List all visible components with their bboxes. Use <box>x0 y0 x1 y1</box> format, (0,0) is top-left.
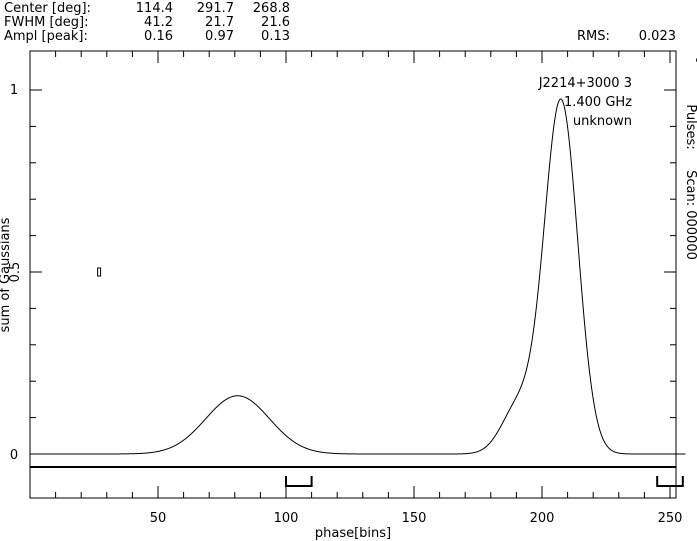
y-tick-label-1: 1 <box>10 83 18 98</box>
header-center-value-3: 268.8 <box>253 1 290 16</box>
status-label: unknown <box>573 114 632 129</box>
header-stats: Center [deg]: 114.4 291.7 268.8 FWHM [de… <box>4 1 676 44</box>
scan-label: Scan: 000000 <box>683 170 697 260</box>
pulses-label: Pulses: <box>683 104 697 149</box>
header-fwhm-value-3: 21.6 <box>261 15 290 30</box>
gaussian-sum-line <box>30 98 686 455</box>
right-labels: 0 Pulses: Scan: 000000 <box>683 56 697 260</box>
source-annotation: J2214+3000 3 1.400 GHz unknown <box>538 76 632 129</box>
source-name: J2214+3000 3 <box>538 76 632 91</box>
header-center-value-1: 114.4 <box>136 1 173 16</box>
rms-label: RMS: <box>577 29 610 44</box>
x-tick-label-200: 200 <box>530 511 555 526</box>
onpulse-windows <box>285 476 684 487</box>
x-tick-label-250: 250 <box>658 511 683 526</box>
axis-ticks <box>30 51 676 498</box>
header-ampl-value-2: 0.97 <box>205 29 234 44</box>
frequency-label: 1.400 GHz <box>564 95 632 110</box>
x-axis: 50 100 150 200 250 phase[bins] <box>150 511 683 541</box>
header-ampl-label: Ampl [peak]: <box>4 29 88 44</box>
x-tick-label-50: 50 <box>150 511 167 526</box>
y-axis-label: sum of Gaussians <box>0 217 13 332</box>
header-fwhm-value-2: 21.7 <box>205 15 234 30</box>
onpulse-window-bracket <box>285 476 313 487</box>
x-axis-label: phase[bins] <box>315 526 391 541</box>
header-fwhm-label: FWHM [deg]: <box>4 15 88 30</box>
header-fwhm-value-1: 41.2 <box>144 15 173 30</box>
header-center-label: Center [deg]: <box>4 1 91 16</box>
pulses-count: 0 <box>692 56 697 64</box>
y-tick-label-0.5: 0.5 <box>8 262 23 283</box>
rms-value: 0.023 <box>639 29 676 44</box>
y-axis: 0 0.5 1 sum of Gaussians <box>0 83 23 463</box>
onpulse-window-bracket <box>656 476 684 487</box>
header-center-value-2: 291.7 <box>197 1 234 16</box>
x-tick-label-100: 100 <box>274 511 299 526</box>
small-marker <box>97 267 102 277</box>
plot-frame <box>29 50 677 499</box>
header-ampl-value-3: 0.13 <box>261 29 290 44</box>
x-tick-label-150: 150 <box>402 511 427 526</box>
header-ampl-value-1: 0.16 <box>144 29 173 44</box>
y-tick-label-0: 0 <box>10 448 18 463</box>
